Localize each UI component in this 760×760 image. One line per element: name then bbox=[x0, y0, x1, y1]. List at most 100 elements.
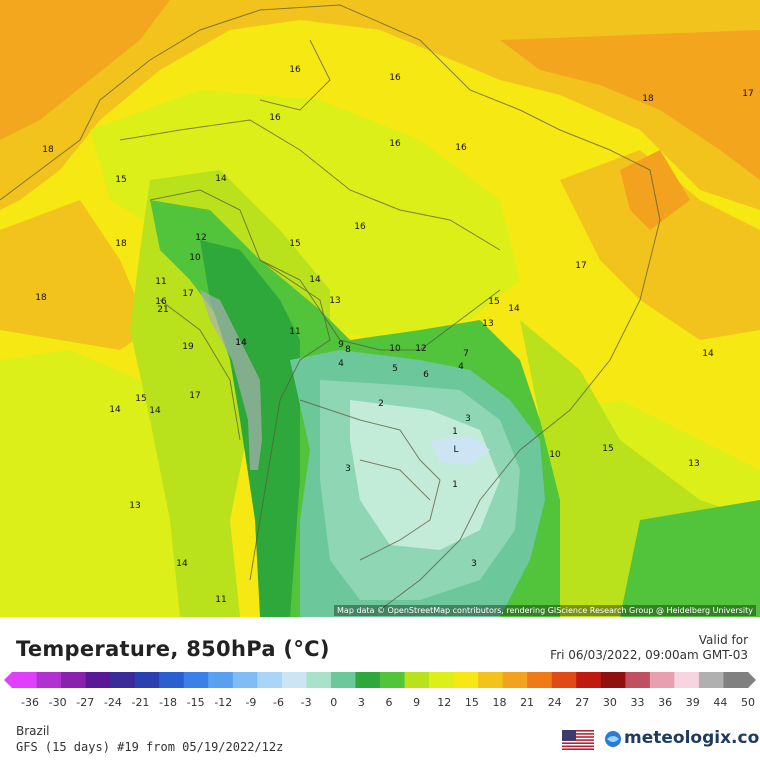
colorbar-tick-label: 21 bbox=[520, 696, 535, 709]
colorbar-tick-label: -9 bbox=[245, 696, 257, 709]
contour-label: 15 bbox=[135, 394, 146, 404]
colorbar-segment bbox=[453, 672, 479, 688]
contour-label: 15 bbox=[115, 175, 126, 185]
colorbar-segment bbox=[698, 672, 724, 688]
valid-time: Fri 06/03/2022, 09:00am GMT-03 bbox=[550, 648, 748, 662]
colorbar-tick-label: -6 bbox=[273, 696, 285, 709]
colorbar-segment bbox=[306, 672, 332, 688]
colorbar-segment bbox=[61, 672, 87, 688]
colorbar-segment bbox=[380, 672, 406, 688]
contour-label: 15 bbox=[289, 239, 300, 249]
model-run-label: GFS (15 days) #19 from 05/19/2022/12z bbox=[16, 740, 284, 754]
colorbar-tick-label: 0 bbox=[330, 696, 338, 709]
colorbar-tick-label: 36 bbox=[658, 696, 673, 709]
colorbar-segment bbox=[355, 672, 381, 688]
colorbar-segment bbox=[625, 672, 651, 688]
colorbar-tick-label: 12 bbox=[437, 696, 452, 709]
colorbar-segment bbox=[502, 672, 528, 688]
colorbar-tick-label: 27 bbox=[575, 696, 590, 709]
contour-label: 14 bbox=[309, 275, 321, 285]
contour-label: 18 bbox=[115, 239, 127, 249]
colorbar-tick-label: 33 bbox=[630, 696, 645, 709]
contour-label: 13 bbox=[688, 459, 699, 469]
colorbar-tick-label: 39 bbox=[685, 696, 700, 709]
us-flag-icon[interactable] bbox=[562, 730, 594, 750]
contour-label: 16 bbox=[155, 297, 167, 307]
colorbar-segment bbox=[257, 672, 283, 688]
brand-name: meteologix.com bbox=[624, 728, 760, 748]
contour-label: 12 bbox=[195, 233, 206, 243]
contour-label: L bbox=[453, 445, 458, 455]
contour-label: 9 bbox=[338, 340, 344, 350]
contour-label: 17 bbox=[182, 289, 193, 299]
contour-label: 1 bbox=[452, 480, 458, 490]
colorbar-tick-label: -24 bbox=[103, 696, 122, 709]
contour-label: 10 bbox=[549, 450, 561, 460]
colorbar-segment bbox=[330, 672, 356, 688]
contour-label: 14 bbox=[176, 559, 188, 569]
colorbar-tick-label: -15 bbox=[186, 696, 205, 709]
colorbar-right-arrow bbox=[748, 672, 756, 688]
colorbar-tick-label: 44 bbox=[713, 696, 728, 709]
contour-label: 14 bbox=[702, 349, 714, 359]
colorbar-segment bbox=[600, 672, 626, 688]
contour-label: 12 bbox=[415, 344, 426, 354]
colorbar-segment bbox=[232, 672, 258, 688]
colorbar-tick-label: -36 bbox=[21, 696, 39, 709]
colorbar-segment bbox=[110, 672, 136, 688]
contour-label: 16 bbox=[269, 113, 281, 123]
colorbar-segment bbox=[183, 672, 209, 688]
colorbar-tick-label: -21 bbox=[131, 696, 150, 709]
colorbar-segment bbox=[12, 672, 38, 688]
contour-label: 3 bbox=[471, 559, 477, 569]
colorbar-segment bbox=[478, 672, 504, 688]
colorbar-tick-label: 24 bbox=[547, 696, 562, 709]
contour-label: 3 bbox=[465, 414, 471, 424]
contour-label: 11 bbox=[215, 595, 226, 605]
colorbar-tick-label: -3 bbox=[300, 696, 312, 709]
valid-label: Valid for bbox=[698, 633, 748, 647]
legend-panel: Temperature, 850hPa (°C) Valid for Fri 0… bbox=[0, 617, 760, 760]
colorbar-tick-label: 9 bbox=[413, 696, 421, 709]
contour-label: 16 bbox=[389, 73, 401, 83]
contour-label: 4 bbox=[338, 359, 344, 369]
contour-label: 8 bbox=[345, 345, 351, 355]
colorbar-segment bbox=[208, 672, 234, 688]
color-scale-ticks: -36 -30 -27 -24 -21 -18 -15 -12 -9 -6 -3 0 3 6 9 12 15 18… bbox=[0, 696, 760, 710]
chart-title: Temperature, 850hPa (°C) bbox=[16, 637, 330, 661]
contour-label: 16 bbox=[354, 222, 366, 232]
color-scale-bar bbox=[4, 672, 756, 688]
contour-label: 18 bbox=[35, 293, 47, 303]
contour-label: 13 bbox=[129, 501, 140, 511]
map-attribution[interactable]: Map data © OpenStreetMap contributors, r… bbox=[334, 605, 756, 616]
colorbar-tick-label: -18 bbox=[159, 696, 178, 709]
colorbar-tick-label: 3 bbox=[357, 696, 365, 709]
colorbar-tick-label: 18 bbox=[492, 696, 507, 709]
contour-label: 16 bbox=[455, 143, 467, 153]
colorbar-segment bbox=[85, 672, 111, 688]
contour-label: 16 bbox=[289, 65, 301, 75]
weather-map[interactable]: 16 16 18 17 16 16 16 18 15 14 12 10 15 14 16 17 18 11 18 17… bbox=[0, 0, 760, 617]
colorbar-segment bbox=[551, 672, 577, 688]
colorbar-tick-label: 30 bbox=[602, 696, 617, 709]
colorbar-segment bbox=[723, 672, 749, 688]
contour-label: 4 bbox=[458, 362, 464, 372]
colorbar-segment bbox=[36, 672, 62, 688]
contour-label: 18 bbox=[42, 145, 54, 155]
colorbar-segment bbox=[281, 672, 307, 688]
contour-label: 2 bbox=[378, 399, 384, 409]
colorbar-segment bbox=[404, 672, 430, 688]
contour-label: 15 bbox=[488, 297, 499, 307]
contour-label: 3 bbox=[345, 464, 351, 474]
contour-label: 14 bbox=[215, 174, 227, 184]
colorbar-segment bbox=[649, 672, 675, 688]
region-label: Brazil bbox=[16, 724, 50, 738]
contour-label: 10 bbox=[189, 253, 201, 263]
contour-label: 17 bbox=[189, 391, 200, 401]
contour-label: 13 bbox=[329, 296, 340, 306]
globe-icon bbox=[605, 731, 621, 747]
contour-label: 13 bbox=[482, 319, 493, 329]
contour-label: 18 bbox=[642, 94, 654, 104]
contour-label: 14 bbox=[508, 304, 520, 314]
